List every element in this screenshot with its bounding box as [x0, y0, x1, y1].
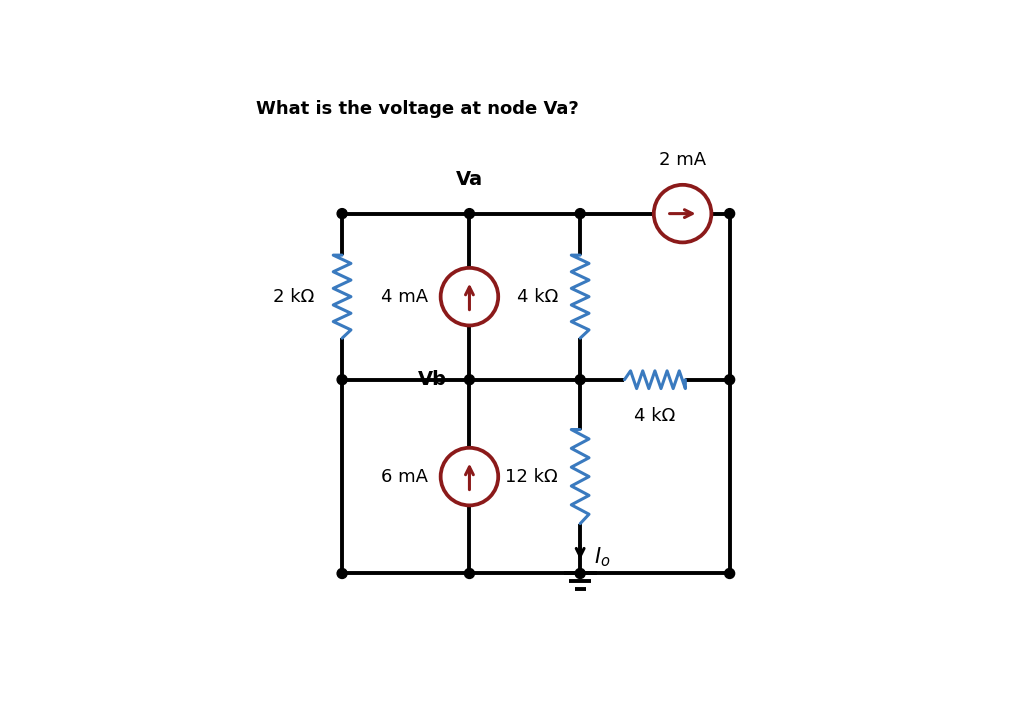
Circle shape	[465, 569, 474, 579]
Circle shape	[575, 209, 585, 219]
Circle shape	[337, 569, 347, 579]
Text: What is the voltage at node Va?: What is the voltage at node Va?	[256, 100, 579, 118]
Text: 12 kΩ: 12 kΩ	[506, 467, 558, 485]
Circle shape	[337, 375, 347, 385]
Text: Va: Va	[456, 170, 483, 188]
Circle shape	[725, 569, 734, 579]
Circle shape	[725, 375, 734, 385]
Circle shape	[575, 569, 585, 579]
Text: $I_o$: $I_o$	[594, 545, 610, 569]
Circle shape	[337, 209, 347, 219]
Text: 4 kΩ: 4 kΩ	[517, 288, 558, 306]
Text: Vb: Vb	[418, 370, 447, 389]
Circle shape	[725, 209, 734, 219]
Text: 4 mA: 4 mA	[381, 288, 428, 306]
Text: 4 kΩ: 4 kΩ	[634, 407, 676, 425]
Circle shape	[465, 209, 474, 219]
Text: 6 mA: 6 mA	[381, 467, 428, 485]
Circle shape	[465, 375, 474, 385]
Text: 2 kΩ: 2 kΩ	[273, 288, 314, 306]
Circle shape	[575, 375, 585, 385]
Text: 2 mA: 2 mA	[659, 151, 707, 170]
